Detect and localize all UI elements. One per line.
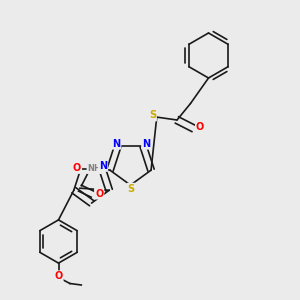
Text: NH: NH [87,164,101,173]
Text: O: O [95,189,103,199]
Text: S: S [128,184,135,194]
Text: O: O [196,122,204,132]
Text: S: S [149,110,156,121]
Text: N: N [112,139,120,148]
Text: O: O [73,163,81,173]
Text: O: O [54,271,63,281]
Text: N: N [142,139,150,148]
Text: N: N [99,161,107,171]
